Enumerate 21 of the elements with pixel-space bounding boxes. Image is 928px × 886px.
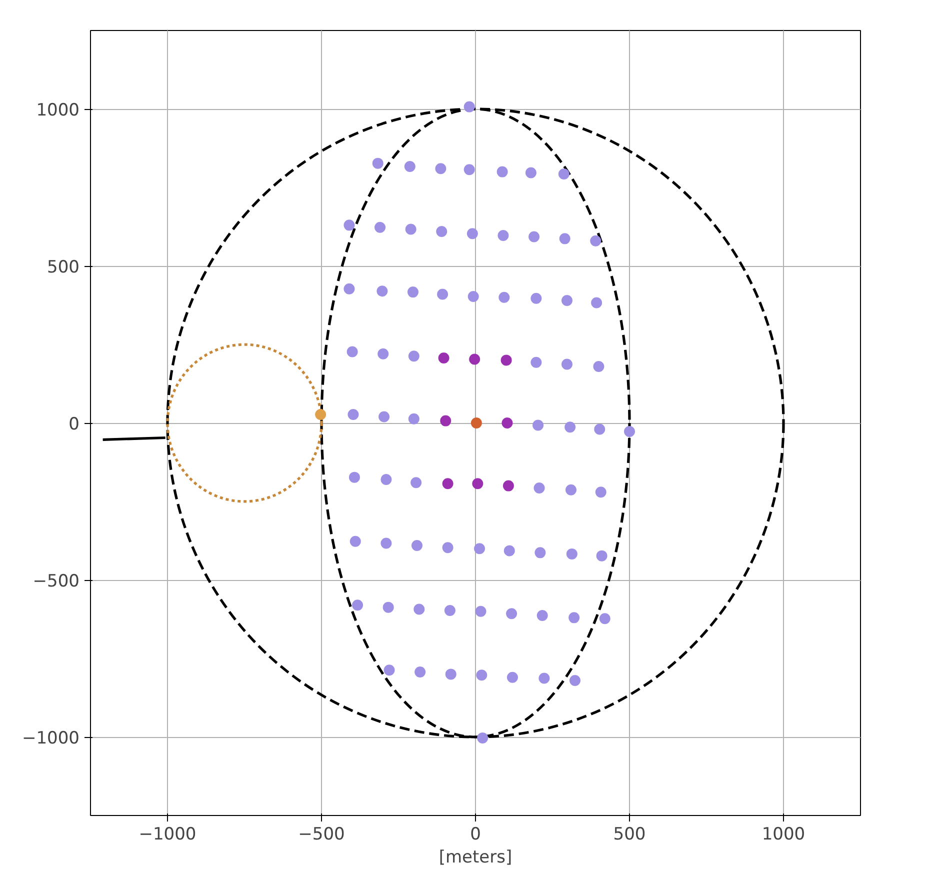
- point: [315, 409, 326, 420]
- x-tick-label: 1000: [762, 824, 806, 844]
- y-tick-label: 500: [47, 258, 80, 278]
- point: [472, 478, 484, 490]
- point: [469, 354, 480, 365]
- point: [500, 354, 512, 366]
- x-tick-label: −1000: [138, 824, 196, 844]
- y-tick-label: −500: [32, 572, 80, 592]
- x-axis-title: [meters]: [438, 848, 512, 868]
- y-tick-label: 1000: [36, 100, 80, 120]
- point: [470, 418, 482, 428]
- point: [438, 352, 450, 364]
- y-tick-label: −1000: [22, 728, 80, 748]
- x-tick-label: 0: [470, 824, 481, 844]
- point: [442, 478, 454, 490]
- point: [502, 418, 513, 428]
- point: [440, 415, 452, 426]
- point: [502, 480, 514, 492]
- x-tick-label: −500: [298, 824, 345, 844]
- x-tick-label: 500: [613, 824, 646, 844]
- y-tick-label: 0: [68, 414, 80, 434]
